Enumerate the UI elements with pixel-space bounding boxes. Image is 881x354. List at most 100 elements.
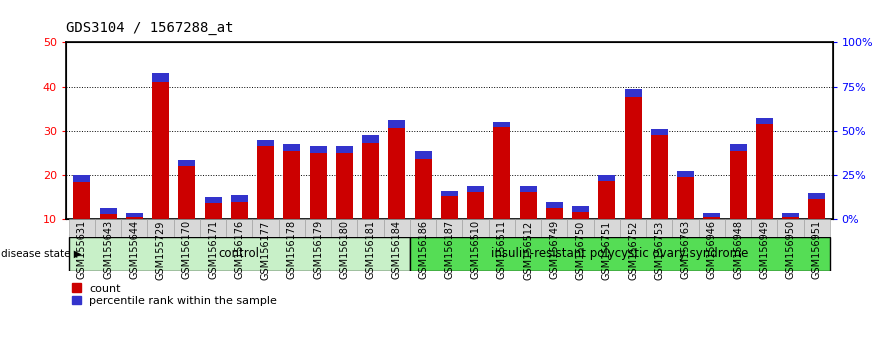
Text: GSM156763: GSM156763 [680,220,691,280]
Bar [389,120,405,219]
Bar [782,213,799,217]
Bar [126,213,143,219]
Bar [122,219,147,237]
Text: GSM155644: GSM155644 [130,220,139,280]
Text: GSM156948: GSM156948 [733,220,743,279]
Bar [415,151,432,159]
Bar [493,122,510,127]
Text: GSM155643: GSM155643 [103,220,113,280]
Bar [677,171,694,177]
Bar [725,219,751,237]
Bar [389,120,405,128]
Text: GSM156510: GSM156510 [470,220,480,280]
Text: GSM156750: GSM156750 [575,220,586,280]
Bar [467,186,484,219]
Text: GSM156950: GSM156950 [786,220,796,280]
Bar [703,213,721,217]
Bar [362,135,379,143]
Bar [677,171,694,219]
Bar [415,151,432,219]
Text: GSM156170: GSM156170 [181,220,192,280]
Text: GSM156177: GSM156177 [261,220,270,280]
Bar [703,213,721,219]
Text: GSM156752: GSM156752 [628,220,638,280]
Bar [147,219,174,237]
Bar [699,219,725,237]
Text: GSM156951: GSM156951 [811,220,822,280]
Text: GSM156512: GSM156512 [523,220,533,280]
Bar [651,129,668,135]
Bar [178,160,196,166]
Bar [625,89,641,97]
Text: GSM156749: GSM156749 [550,220,559,280]
Bar [200,219,226,237]
Bar [520,186,537,219]
Bar [231,195,248,202]
Bar [625,89,641,219]
Bar [95,219,122,237]
Bar [336,147,353,153]
Bar [651,129,668,219]
Text: control: control [218,247,260,261]
Bar [69,219,95,237]
Text: GDS3104 / 1567288_at: GDS3104 / 1567288_at [66,21,233,35]
Bar [467,186,484,192]
Bar [284,144,300,219]
Bar [100,209,116,219]
Bar [567,219,594,237]
Bar [598,175,615,181]
Text: GSM156946: GSM156946 [707,220,717,279]
Bar [777,219,803,237]
Bar [463,219,489,237]
Bar [253,219,278,237]
Text: GSM156171: GSM156171 [208,220,218,280]
Bar [410,219,436,237]
Bar [309,147,327,219]
Bar [336,147,353,219]
Text: insulin-resistant polycystic ovary syndrome: insulin-resistant polycystic ovary syndr… [492,247,749,261]
Bar [808,193,825,219]
Bar [572,206,589,219]
Bar [440,191,458,196]
Bar [284,144,300,151]
Bar [257,140,274,219]
Bar [646,219,672,237]
Text: GSM156181: GSM156181 [366,220,375,279]
Text: GSM156178: GSM156178 [287,220,297,280]
Bar [410,237,830,271]
Bar [362,135,379,219]
Bar [174,219,200,237]
Bar [152,73,169,219]
Bar [545,202,563,219]
Bar [782,213,799,219]
Bar [545,202,563,207]
Bar [756,118,773,124]
Bar [309,147,327,153]
Text: GSM156949: GSM156949 [759,220,769,279]
Bar [358,219,384,237]
Text: GSM156176: GSM156176 [234,220,244,280]
Text: GSM155631: GSM155631 [77,220,87,280]
Bar [331,219,358,237]
Bar [226,219,253,237]
Bar [73,175,91,219]
Bar [152,73,169,82]
Bar [672,219,699,237]
Legend: count, percentile rank within the sample: count, percentile rank within the sample [71,284,278,306]
Bar [729,144,746,219]
Bar [751,219,777,237]
Bar [620,219,646,237]
Text: GSM156753: GSM156753 [655,220,664,280]
Bar [69,237,410,271]
Bar [231,195,248,219]
Bar [126,213,143,217]
Bar [204,198,222,203]
Bar [305,219,331,237]
Bar [541,219,567,237]
Bar [520,186,537,192]
Bar [204,198,222,219]
Bar [100,209,116,214]
Text: GSM156511: GSM156511 [497,220,507,280]
Text: GSM156187: GSM156187 [444,220,455,280]
Bar [489,219,515,237]
